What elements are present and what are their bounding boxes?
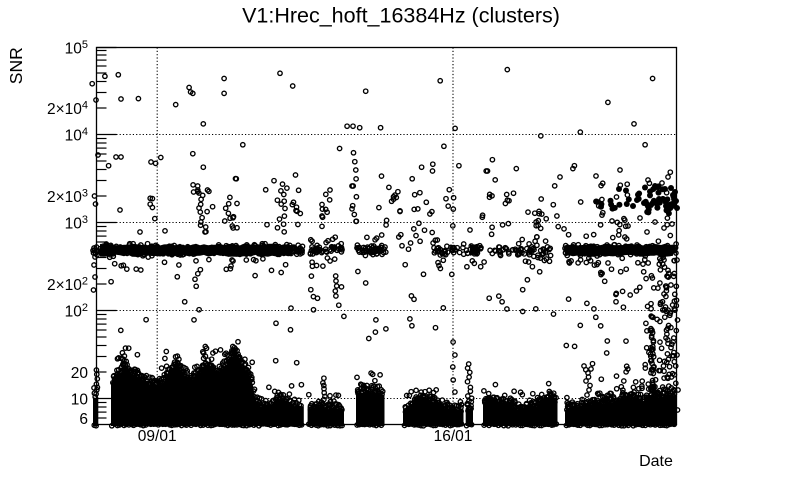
svg-text:2×102: 2×102 — [47, 276, 88, 294]
svg-text:6: 6 — [79, 411, 88, 428]
svg-text:2×104: 2×104 — [47, 100, 88, 118]
svg-text:2×103: 2×103 — [47, 188, 88, 206]
svg-text:16/01: 16/01 — [434, 428, 473, 445]
svg-text:09/01: 09/01 — [138, 428, 177, 445]
svg-text:20: 20 — [71, 365, 89, 382]
svg-text:10: 10 — [71, 391, 89, 408]
svg-text:V1:Hrec_hoft_16384Hz (clusters: V1:Hrec_hoft_16384Hz (clusters) — [242, 4, 560, 28]
svg-text:SNR: SNR — [6, 47, 26, 84]
svg-text:Date: Date — [639, 453, 673, 470]
